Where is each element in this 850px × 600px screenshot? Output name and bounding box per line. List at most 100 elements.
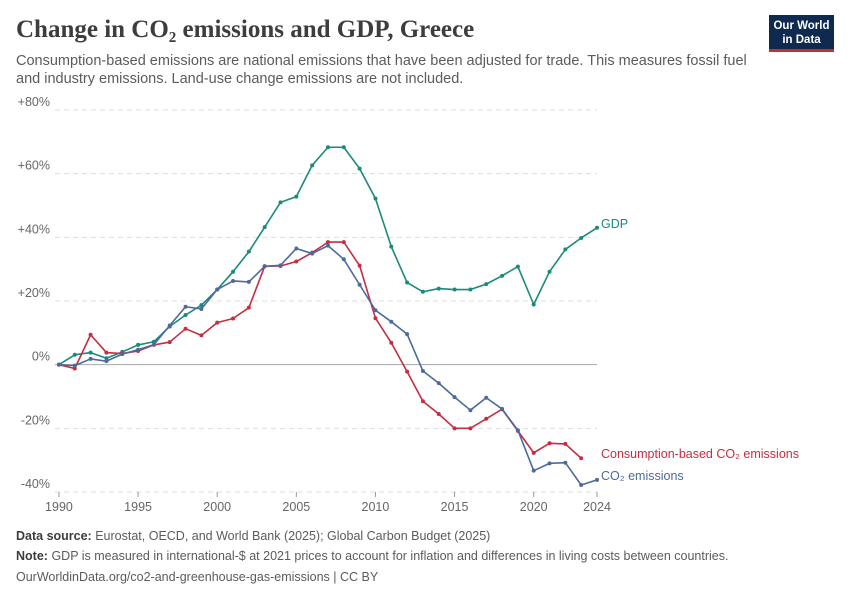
data-point — [231, 278, 236, 283]
data-point — [88, 350, 93, 355]
data-point — [104, 350, 109, 355]
chart-subtitle: Consumption-based emissions are national… — [16, 53, 747, 87]
x-tick-label: 2005 — [282, 500, 310, 514]
data-point — [405, 280, 410, 285]
data-point — [500, 273, 505, 278]
logo-line-1: Our World — [773, 20, 830, 32]
data-point — [547, 461, 552, 466]
y-tick-label: +40% — [18, 222, 50, 236]
x-tick-label: 2010 — [362, 500, 390, 514]
data-point — [436, 381, 441, 386]
data-point — [420, 399, 425, 404]
x-tick-label: 2015 — [441, 500, 469, 514]
data-point — [88, 332, 93, 337]
x-tick-label: 1995 — [124, 500, 152, 514]
data-point — [246, 279, 251, 284]
data-point — [262, 225, 267, 230]
chart-note: Note: GDP is measured in international-$… — [16, 549, 728, 563]
data-point — [579, 456, 584, 461]
owid-logo[interactable]: Our World in Data — [769, 15, 834, 52]
y-tick-label: +80% — [18, 95, 50, 109]
data-point — [547, 441, 552, 446]
series-line[interactable] — [58, 146, 598, 366]
data-point — [515, 264, 520, 269]
data-point — [531, 450, 536, 455]
note-label: Note: — [16, 549, 48, 563]
data-point — [56, 362, 61, 367]
data-point — [373, 316, 378, 321]
y-tick-label: -20% — [21, 413, 50, 427]
x-tick-label: 2024 — [583, 500, 611, 514]
data-point — [136, 342, 141, 347]
source-text[interactable]: Eurostat, OECD, and World Bank (2025); G… — [95, 529, 491, 543]
data-point — [151, 342, 156, 347]
data-point — [420, 289, 425, 294]
data-point — [420, 369, 425, 374]
data-point — [547, 269, 552, 274]
data-point — [88, 356, 93, 361]
data-point — [563, 460, 568, 465]
data-point — [72, 363, 77, 368]
data-point — [452, 287, 457, 292]
data-point — [341, 257, 346, 262]
data-point — [389, 319, 394, 324]
data-point — [563, 247, 568, 252]
series-label[interactable]: GDP — [601, 217, 628, 231]
data-point — [215, 320, 220, 325]
data-point — [231, 269, 236, 274]
data-point — [310, 251, 315, 256]
data-point — [325, 243, 330, 248]
data-point — [183, 304, 188, 309]
data-point — [579, 482, 584, 487]
series-label[interactable]: CO₂ emissions — [601, 469, 684, 483]
data-point — [405, 369, 410, 374]
data-point — [595, 477, 599, 482]
data-point — [484, 395, 489, 400]
data-point — [515, 428, 520, 433]
data-point — [563, 441, 568, 446]
data-point — [341, 240, 346, 245]
data-point — [484, 282, 489, 287]
source-label: Data source: — [16, 529, 92, 543]
data-point — [294, 259, 299, 264]
data-point — [341, 145, 346, 150]
data-point — [183, 313, 188, 318]
data-point — [104, 356, 109, 361]
series-line[interactable] — [58, 244, 598, 486]
data-point — [468, 426, 473, 431]
logo-line-2: in Data — [782, 34, 821, 46]
data-point — [357, 166, 362, 171]
x-tick-label: 2000 — [203, 500, 231, 514]
y-tick-label: +20% — [18, 286, 50, 300]
note-text: GDP is measured in international-$ at 20… — [51, 549, 729, 563]
data-point — [294, 194, 299, 199]
x-tick-label: 2020 — [520, 500, 548, 514]
data-point — [389, 244, 394, 249]
data-point — [452, 395, 457, 400]
data-point — [436, 412, 441, 417]
series-label[interactable]: Consumption-based CO₂ emissions — [601, 447, 799, 461]
data-point — [500, 406, 505, 411]
source-url[interactable]: OurWorldinData.org/co2-and-greenhouse-ga… — [16, 570, 379, 584]
data-point — [452, 426, 457, 431]
data-point — [136, 347, 141, 352]
data-point — [595, 225, 599, 230]
y-tick-label: 0% — [32, 350, 50, 364]
data-point — [436, 286, 441, 291]
data-point — [294, 246, 299, 251]
data-point — [405, 332, 410, 337]
data-point — [72, 366, 77, 371]
data-point — [468, 287, 473, 292]
data-point — [167, 323, 172, 328]
data-point — [199, 306, 204, 311]
y-tick-label: +60% — [18, 159, 50, 173]
data-point — [183, 326, 188, 331]
data-source: Data source: Eurostat, OECD, and World B… — [16, 529, 490, 543]
data-point — [484, 416, 489, 421]
data-point — [246, 305, 251, 310]
data-point — [310, 163, 315, 168]
data-point — [262, 264, 267, 269]
data-point — [373, 196, 378, 201]
data-point — [199, 303, 204, 308]
